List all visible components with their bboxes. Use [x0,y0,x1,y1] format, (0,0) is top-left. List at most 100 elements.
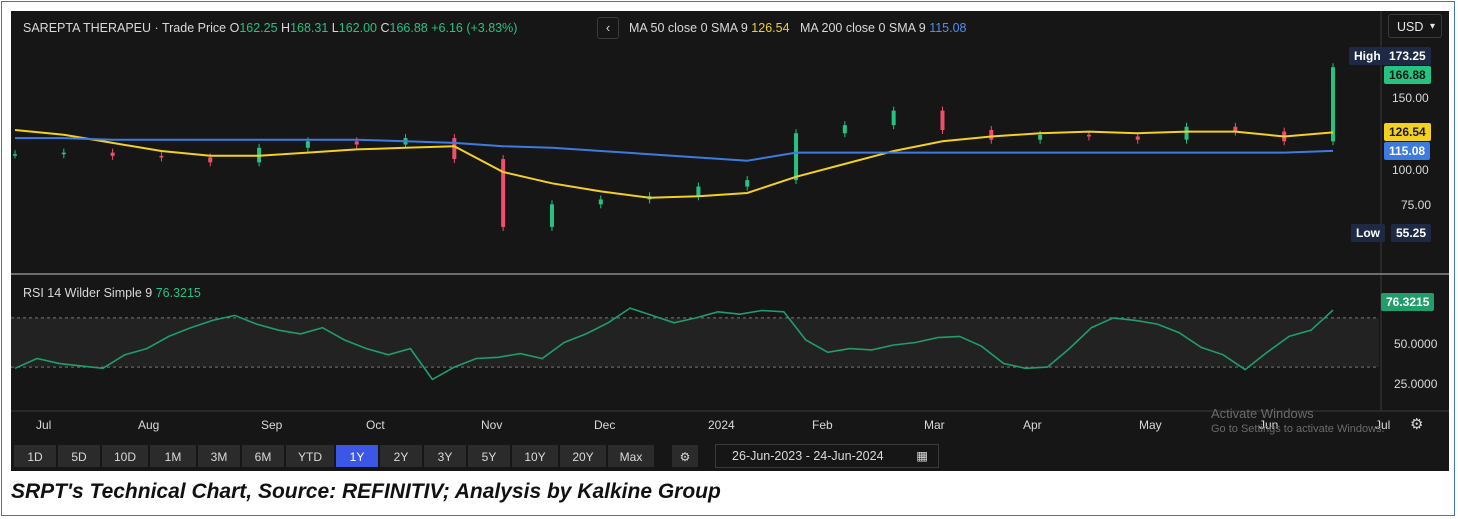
range-button-1m[interactable]: 1M [149,444,197,468]
separator-dot: · [154,21,159,35]
date-end: 24-Jun-2024 [813,449,884,463]
low-tag-label: Low [1351,224,1385,242]
range-button-1y[interactable]: 1Y [335,444,379,468]
ma200-value: 115.08 [929,21,967,35]
candle-body [989,130,994,140]
date-range-picker[interactable]: 26-Jun-2023 - 24-Jun-2024 ▦ [715,444,939,468]
rsi-legend: RSI 14 Wilder Simple 9 76.3215 [23,286,201,300]
candle-body [1135,136,1140,140]
change-value: +6.16 (+3.83%) [431,21,518,35]
candle-body [1233,126,1238,132]
rsi-label: RSI 14 Wilder Simple 9 [23,286,153,300]
time-tick: Jun [1259,418,1279,432]
range-button-5y[interactable]: 5Y [467,444,511,468]
time-tick: Sep [261,418,283,432]
candle-body [208,157,213,163]
candle-body [110,152,115,156]
symbol-name: SAREPTA THERAPEU [23,21,152,35]
candle-body [305,141,310,148]
range-button-max[interactable]: Max [607,444,655,468]
candle-body [842,125,847,134]
candle-body [940,110,945,130]
time-tick: Oct [366,418,385,432]
candle-body [794,133,799,181]
candle-body [745,180,750,187]
candle-body [598,199,603,205]
ma-legend: MA 50 close 0 SMA 9 126.54 MA 200 close … [629,21,967,35]
candle-body [354,141,359,145]
calendar-icon[interactable]: ▦ [916,449,928,463]
time-tick: Apr [1023,418,1042,432]
ma200-line [15,137,1334,162]
open-label: O [229,21,240,35]
watermark-title: Activate Windows [1211,406,1314,421]
high-value: 168.31 [290,21,329,35]
rsi-value: 76.3215 [155,286,201,300]
range-button-bar: 1D 5D 10D 1M 3M 6M YTD 1Y 2Y 3Y 5Y 10Y 20Y Max [13,444,655,470]
ma200-label: MA 200 close 0 SMA 9 [799,21,926,35]
candle-body [696,186,701,197]
date-start: 26-Jun-2023 [732,449,803,463]
time-tick: Jul [36,418,52,432]
range-button-6m[interactable]: 6M [241,444,285,468]
range-button-3m[interactable]: 3M [197,444,241,468]
range-button-2y[interactable]: 2Y [379,444,423,468]
low-label: L [331,21,339,35]
range-button-1d[interactable]: 1D [13,444,57,468]
time-tick: Feb [812,418,833,432]
currency-value: USD [1397,20,1424,34]
rsi-value-tag: 76.3215 [1381,293,1435,311]
low-tag-value: 55.25 [1391,224,1432,242]
rsi-tick: 25.0000 [1394,377,1438,391]
ma50-line [14,129,1334,199]
collapse-legend-button[interactable]: ‹ [597,17,619,39]
range-button-ytd[interactable]: YTD [285,444,335,468]
ma50-tag: 126.54 [1384,123,1431,141]
chart-canvas[interactable] [11,11,1449,471]
price-type: Trade Price [161,21,227,35]
candle-body [891,110,896,126]
range-button-20y[interactable]: 20Y [559,444,607,468]
price-tick: 150.00 [1392,91,1429,105]
figure-caption: SRPT's Technical Chart, Source: REFINITI… [11,480,721,503]
rsi-line [14,307,1334,381]
candle-body [13,154,17,156]
range-button-10y[interactable]: 10Y [511,444,559,468]
candle-body [501,159,506,227]
high-tag-label: High [1349,47,1386,65]
chart-panel: SAREPTA THERAPEU · Trade Price O162.25 H… [11,11,1449,471]
chevron-down-icon: ▾ [1429,21,1435,32]
range-button-3y[interactable]: 3Y [423,444,467,468]
rsi-band [11,317,1379,368]
price-header: SAREPTA THERAPEU · Trade Price O162.25 H… [23,21,517,35]
date-sep: - [805,449,810,463]
ma50-value: 126.54 [751,21,790,35]
last-price-tag: 166.88 [1384,66,1431,84]
price-tick: 75.00 [1401,198,1432,212]
watermark-subtitle: Go to Settings to activate Windows. [1211,423,1385,435]
time-tick: Mar [924,418,945,432]
candle-body [549,204,554,227]
range-button-10d[interactable]: 10D [101,444,149,468]
settings-gear-icon[interactable]: ⚙ [1410,416,1424,433]
currency-select[interactable]: USD ▾ [1388,14,1442,38]
time-tick: 2024 [708,418,735,432]
candle-body [159,155,164,158]
candle-body [1086,134,1091,137]
time-tick: Nov [481,418,503,432]
open-value: 162.25 [239,21,278,35]
low-value: 162.00 [338,21,377,35]
rsi-tick: 50.0000 [1394,337,1438,351]
candle-body [1184,126,1189,140]
ma200-tag: 115.08 [1384,142,1431,160]
close-value: 166.88 [389,21,428,35]
high-tag-value: 173.25 [1384,47,1431,65]
ma50-label: MA 50 close 0 SMA 9 [629,21,748,35]
candle-body [1038,134,1043,140]
range-button-5d[interactable]: 5D [57,444,101,468]
close-label: C [380,21,390,35]
time-tick: Jul [1375,418,1391,432]
range-settings-gear-icon[interactable]: ⚙ [671,444,699,468]
time-tick: Dec [594,418,616,432]
